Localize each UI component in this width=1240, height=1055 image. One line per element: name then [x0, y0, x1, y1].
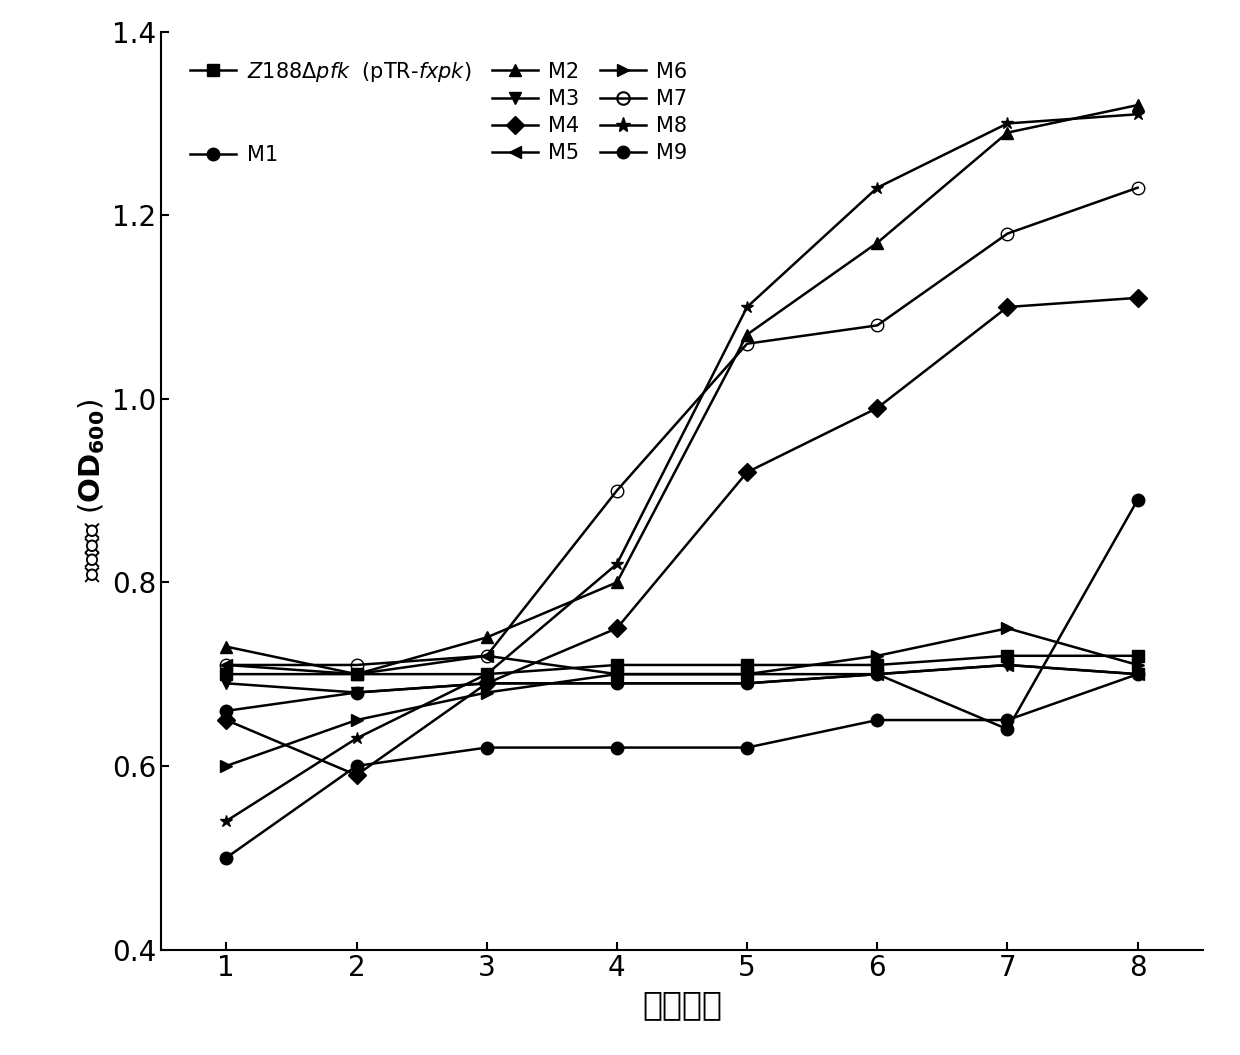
Legend: $Z188\Delta pfk$  (pTR-$fxpk$), , , M1, M2, M3, M4, M5, M6, M7, M8, M9: $Z188\Delta pfk$ (pTR-$fxpk$), , , M1, M… [182, 52, 696, 174]
X-axis label: 轉接次數: 轉接次數 [642, 987, 722, 1021]
Y-axis label: 菌体生長 ($\mathbf{OD_{600}}$): 菌体生長 ($\mathbf{OD_{600}}$) [76, 399, 107, 582]
